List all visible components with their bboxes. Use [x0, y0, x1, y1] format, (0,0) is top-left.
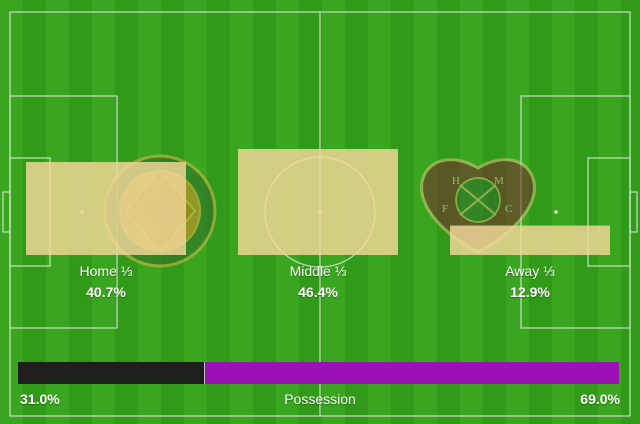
crest-letter-m: M: [494, 175, 504, 187]
zone-label-middle: Middle ⅓: [289, 263, 347, 279]
zone-value-away: 12.9%: [510, 284, 550, 300]
away-penalty-spot: [554, 210, 558, 214]
possession-label: Possession: [284, 391, 356, 407]
territory-bar-home: [26, 162, 186, 255]
crest-letter-c: C: [505, 203, 512, 215]
away-goal: [629, 191, 638, 233]
home-goal: [2, 191, 11, 233]
crest-letter-h: H: [452, 175, 460, 187]
crest-letter-f: F: [442, 203, 448, 215]
possession-away-value: 69.0%: [580, 391, 620, 407]
zone-value-home: 40.7%: [86, 284, 126, 300]
possession-bar-away: [204, 362, 619, 384]
territory-bar-middle: [238, 149, 398, 255]
possession-bar: [18, 362, 619, 384]
possession-home-value: 31.0%: [20, 391, 60, 407]
zone-label-home: Home ⅓: [79, 263, 133, 279]
possession-bar-home: [18, 362, 205, 384]
zone-value-middle: 46.4%: [298, 284, 338, 300]
zone-label-away: Away ⅓: [505, 263, 555, 279]
territory-bar-away: [450, 225, 610, 255]
territory-bars: [26, 149, 610, 255]
